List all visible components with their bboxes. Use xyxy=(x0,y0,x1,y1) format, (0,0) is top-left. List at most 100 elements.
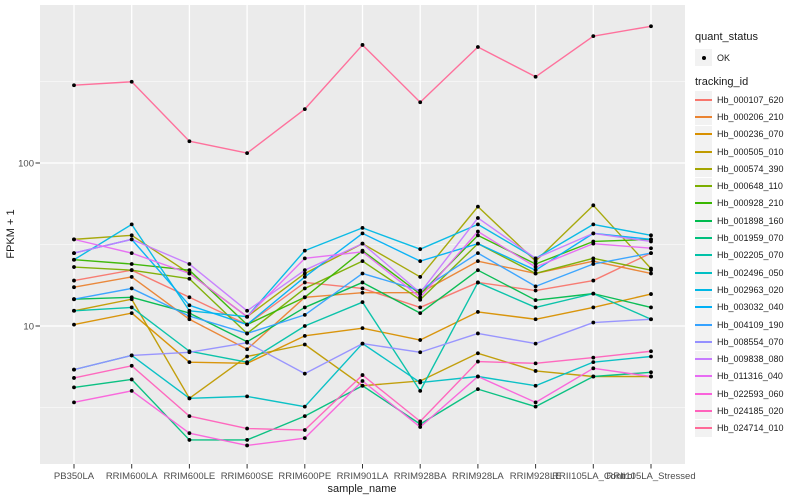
legend-key xyxy=(695,264,712,282)
data-point xyxy=(418,311,423,315)
legend-line-swatch xyxy=(695,288,712,291)
data-point xyxy=(649,239,653,244)
data-point xyxy=(245,314,250,319)
data-point xyxy=(649,251,653,256)
data-point xyxy=(418,419,423,424)
legend-line-swatch xyxy=(695,427,712,430)
legend-key xyxy=(695,333,712,351)
data-point xyxy=(591,222,596,227)
data-point xyxy=(533,341,538,346)
data-point xyxy=(591,241,596,246)
legend-key xyxy=(695,281,712,299)
data-point xyxy=(129,377,134,382)
legend-key xyxy=(695,229,712,247)
legend-label: Hb_002496_050 xyxy=(717,267,784,278)
data-point xyxy=(533,305,538,310)
legend-label: Hb_008554_070 xyxy=(717,336,784,347)
legend-key xyxy=(695,246,712,264)
data-point xyxy=(245,331,250,336)
data-point xyxy=(649,317,653,322)
data-point xyxy=(245,426,250,431)
data-point xyxy=(360,259,365,264)
data-point xyxy=(72,376,76,380)
legend-key xyxy=(695,385,712,403)
data-point xyxy=(418,388,423,393)
legend-line-swatch xyxy=(695,323,712,326)
legend-title-quant-status: quant_status xyxy=(695,31,758,43)
data-point xyxy=(418,422,423,427)
data-point xyxy=(302,404,307,409)
legend-label: Hb_024714_010 xyxy=(717,423,784,434)
legend-line-swatch xyxy=(695,167,712,170)
data-point xyxy=(360,241,365,246)
data-point xyxy=(649,271,653,276)
data-point xyxy=(533,271,538,276)
data-point xyxy=(245,308,250,313)
data-point xyxy=(360,231,365,236)
legend-item: Hb_002496_050 xyxy=(695,264,784,282)
data-point xyxy=(245,151,250,156)
data-point xyxy=(360,373,365,377)
legend-key xyxy=(695,402,712,420)
legend-line-swatch xyxy=(695,409,712,412)
data-point xyxy=(129,388,134,393)
legend-item: Hb_003032_040 xyxy=(695,298,784,316)
legend-key xyxy=(695,177,712,195)
legend-label: Hb_003032_040 xyxy=(717,302,784,313)
data-point xyxy=(360,383,365,388)
legend-key-point xyxy=(695,49,712,66)
legend-tracking-list: Hb_000107_620 Hb_000206_210 Hb_000236_070 H… xyxy=(695,91,784,437)
legend-item: Hb_000206_210 xyxy=(695,108,784,126)
data-point xyxy=(476,241,480,246)
data-point xyxy=(418,305,423,310)
data-point xyxy=(533,383,538,388)
legend-key xyxy=(695,316,712,333)
data-point xyxy=(360,290,365,295)
data-point xyxy=(476,233,480,238)
legend-key xyxy=(695,419,712,437)
legend-item: Hb_002205_070 xyxy=(695,246,784,264)
data-point xyxy=(187,350,192,355)
data-point xyxy=(418,380,423,385)
x-tick-label: RRII105LA_Control xyxy=(552,471,634,482)
legend-item: Hb_000505_010 xyxy=(695,143,784,161)
x-tick-label: RRIM928LE xyxy=(510,471,562,482)
legend-line-swatch xyxy=(695,271,712,274)
data-point xyxy=(360,326,365,331)
point-icon xyxy=(701,55,706,60)
data-point xyxy=(129,353,134,358)
data-point xyxy=(129,311,134,315)
legend-label: Hb_000236_070 xyxy=(717,129,784,140)
legend-label-ok: OK xyxy=(717,52,731,63)
data-point xyxy=(533,404,538,409)
legend-item-ok: OK xyxy=(695,49,730,66)
x-tick-label: RRIM928LA xyxy=(452,471,504,482)
legend-line-swatch xyxy=(695,133,712,136)
data-point xyxy=(533,262,538,266)
legend-item: Hb_008554_070 xyxy=(695,333,784,351)
legend-key xyxy=(695,108,712,126)
data-point xyxy=(591,262,596,266)
data-point xyxy=(591,231,596,236)
legend-line-swatch xyxy=(695,202,712,205)
data-point xyxy=(302,436,307,441)
data-point xyxy=(591,291,596,296)
legend-title-tracking-id: tracking_id xyxy=(695,76,749,88)
data-point xyxy=(418,290,423,295)
data-point xyxy=(245,354,250,359)
data-point xyxy=(302,305,307,310)
data-point xyxy=(533,288,538,293)
data-point xyxy=(129,237,134,242)
legend-label: Hb_000107_620 xyxy=(717,94,784,105)
data-point xyxy=(360,286,365,291)
y-tick-label-100: 100 xyxy=(18,159,34,170)
data-point xyxy=(476,222,480,227)
y-axis-title: FPKM + 1 xyxy=(5,209,17,258)
data-point xyxy=(129,268,134,273)
data-point xyxy=(302,248,307,253)
data-point xyxy=(591,256,596,261)
legend-key xyxy=(695,298,712,316)
data-point xyxy=(129,79,134,84)
data-point xyxy=(187,314,192,319)
data-point xyxy=(476,359,480,364)
